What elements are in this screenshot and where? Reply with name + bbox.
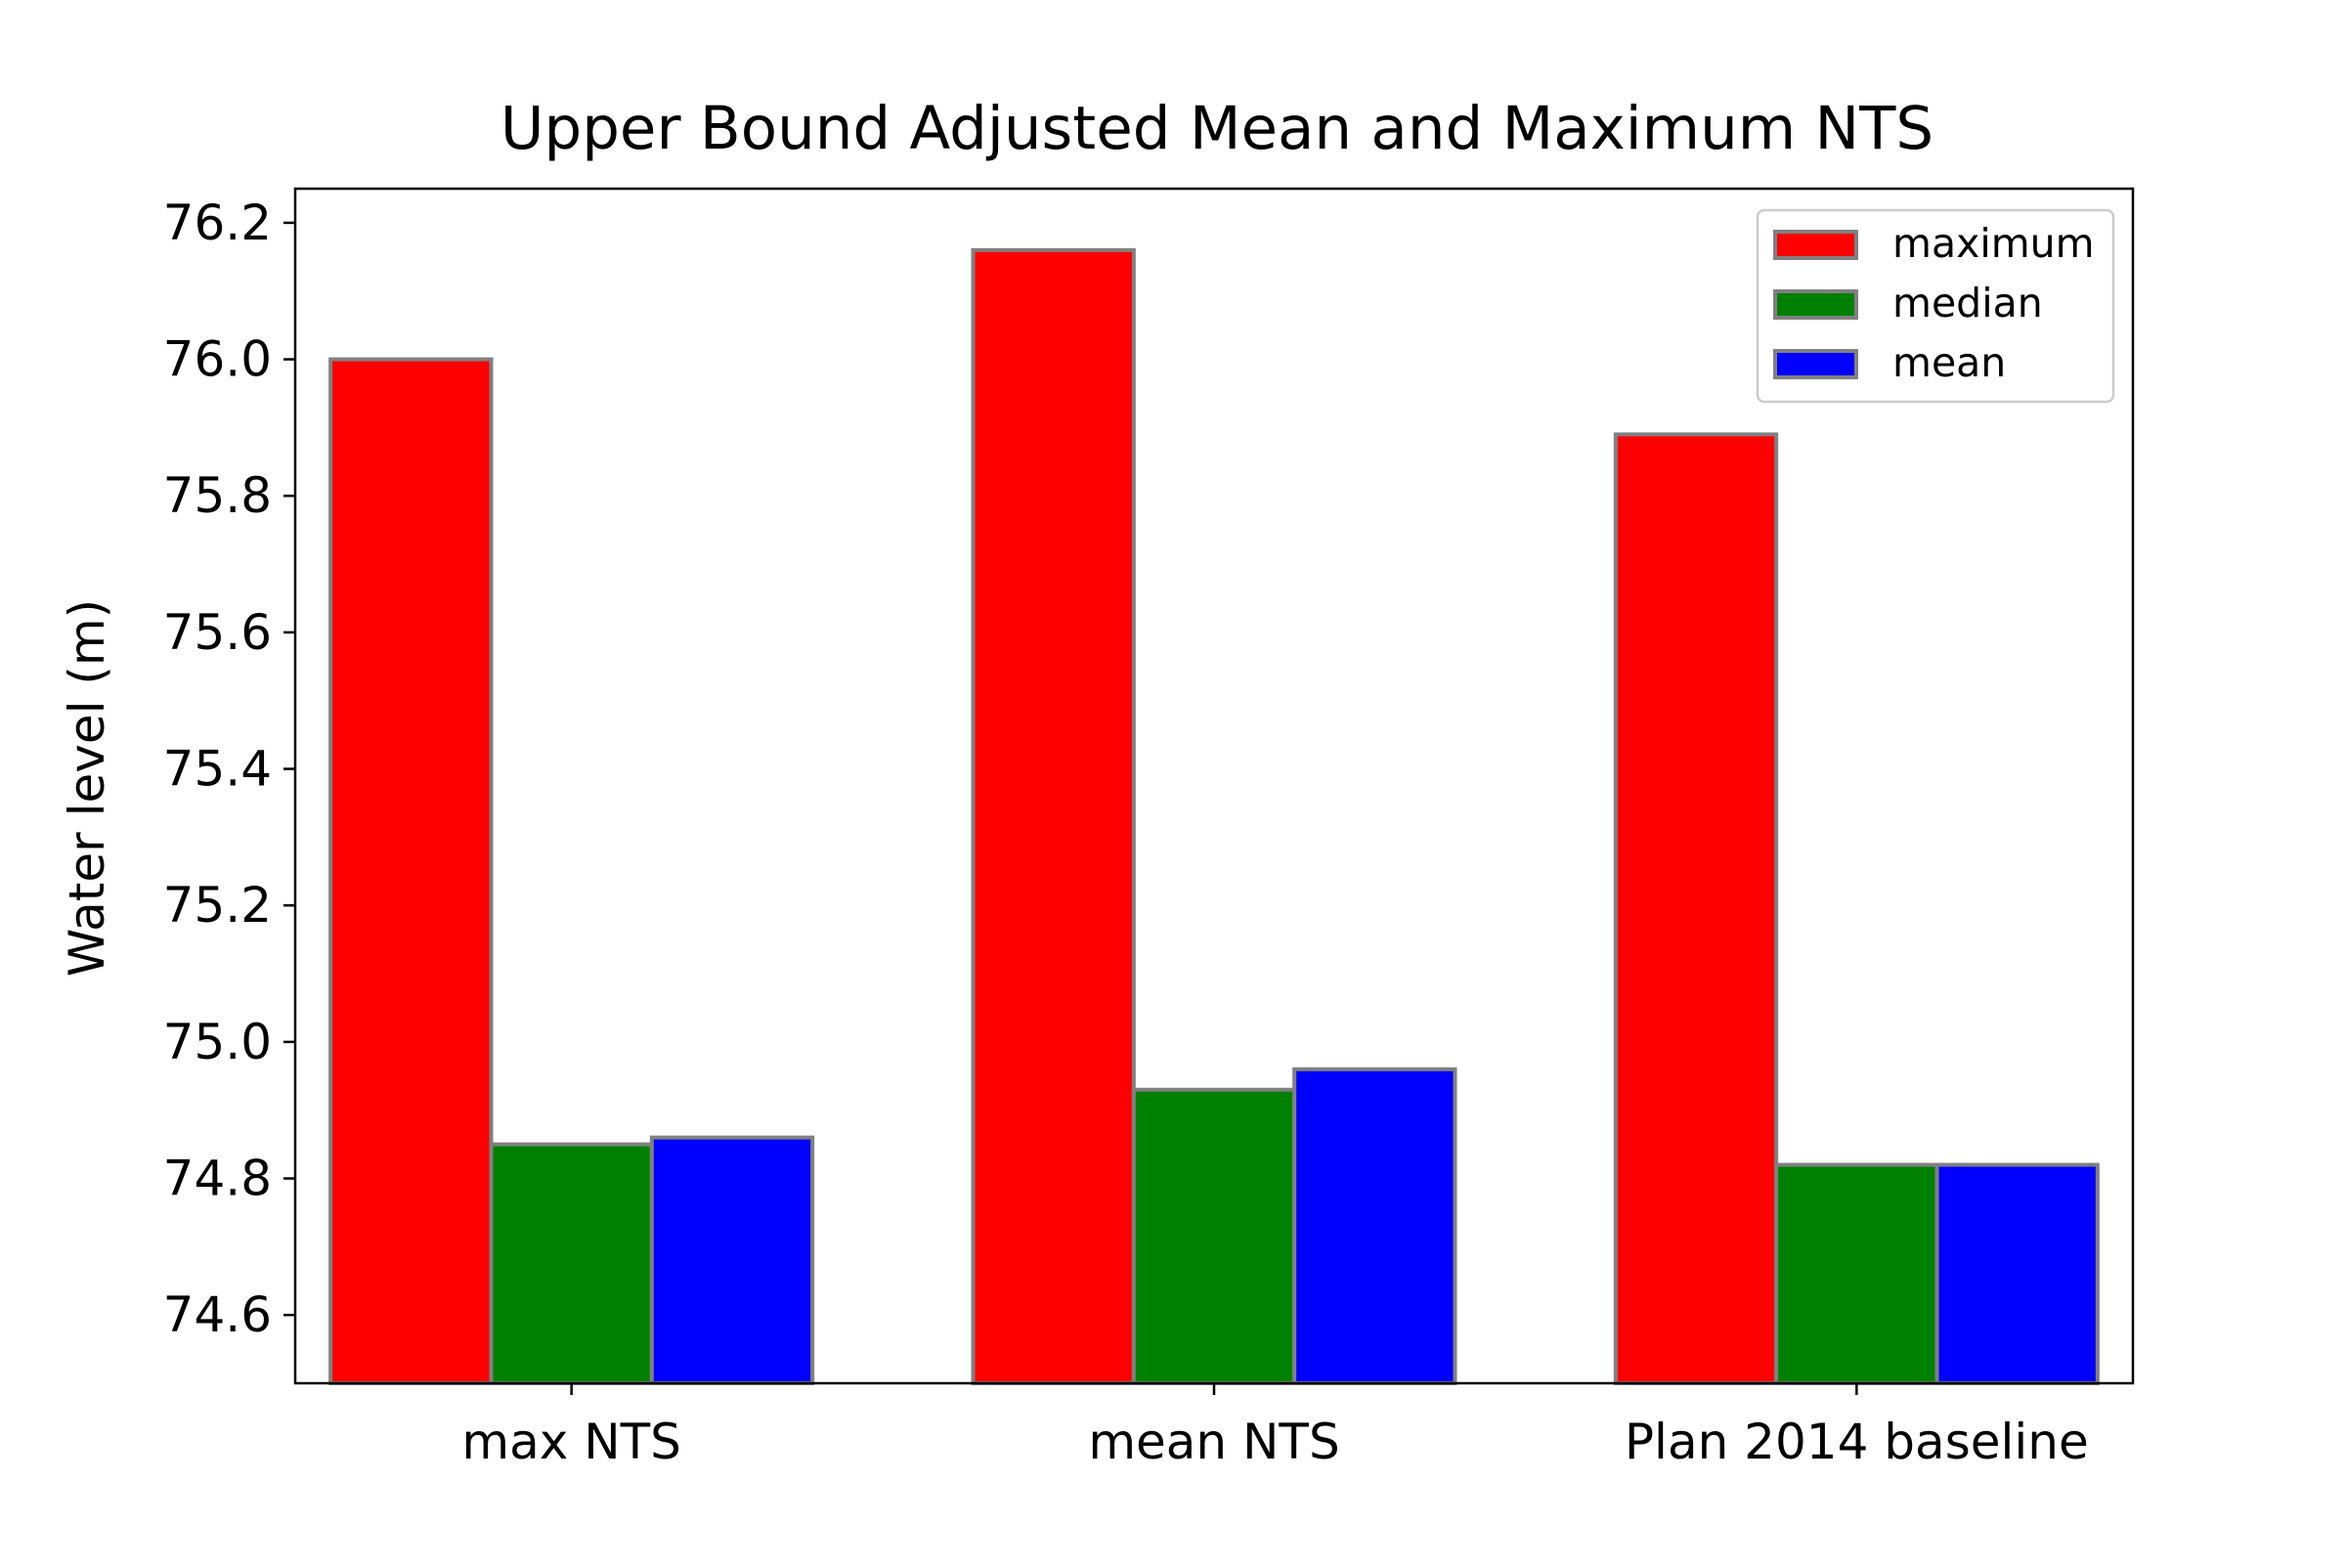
y-tick-label: 75.8 bbox=[163, 467, 272, 524]
legend-label-maximum: maximum bbox=[1892, 220, 2095, 267]
y-tick-label: 74.6 bbox=[163, 1286, 272, 1343]
bar-median-0 bbox=[489, 1142, 654, 1385]
x-tick-label: max NTS bbox=[461, 1414, 681, 1470]
bar-maximum-1 bbox=[971, 247, 1136, 1386]
x-tick-label: mean NTS bbox=[1088, 1414, 1339, 1470]
bar-mean-0 bbox=[649, 1135, 815, 1386]
bar-mean-1 bbox=[1292, 1067, 1457, 1385]
x-tick-label: Plan 2014 baseline bbox=[1625, 1414, 2089, 1470]
y-tick-label: 76.0 bbox=[163, 331, 272, 388]
chart-title: Upper Bound Adjusted Mean and Maximum NT… bbox=[500, 94, 1933, 163]
legend-swatch-median bbox=[1773, 289, 1858, 320]
y-tick-label: 75.2 bbox=[163, 877, 272, 934]
legend-label-mean: mean bbox=[1892, 339, 2006, 386]
bar-median-2 bbox=[1774, 1162, 1939, 1386]
bar-maximum-2 bbox=[1613, 432, 1779, 1385]
y-axis-label: Water level (m) bbox=[59, 599, 115, 977]
legend-swatch-mean bbox=[1773, 349, 1858, 379]
bar-mean-2 bbox=[1934, 1162, 2100, 1386]
legend-label-median: median bbox=[1892, 280, 2043, 327]
legend-items: maximum median mean bbox=[1773, 220, 2095, 386]
bar-maximum-0 bbox=[328, 357, 494, 1386]
y-tick-label: 74.8 bbox=[163, 1151, 272, 1207]
y-tick-label: 76.2 bbox=[163, 195, 272, 251]
bar-median-1 bbox=[1131, 1087, 1297, 1386]
y-tick-label: 75.4 bbox=[163, 741, 272, 798]
bars-layer bbox=[328, 247, 2100, 1386]
legend-swatch-maximum bbox=[1773, 230, 1858, 260]
legend: maximum median mean bbox=[1756, 208, 2115, 404]
plot-area-frame bbox=[293, 187, 2135, 1385]
y-tick-label: 75.0 bbox=[163, 1014, 272, 1070]
y-tick-label: 75.6 bbox=[163, 604, 272, 661]
y-axis-ticks: 74.6 74.8 75.0 75.2 75.4 75.6 75.8 76.0 76.2 bbox=[163, 195, 295, 1343]
x-axis-ticks: max NTS mean NTS Plan 2014 baseline bbox=[461, 1383, 2089, 1470]
